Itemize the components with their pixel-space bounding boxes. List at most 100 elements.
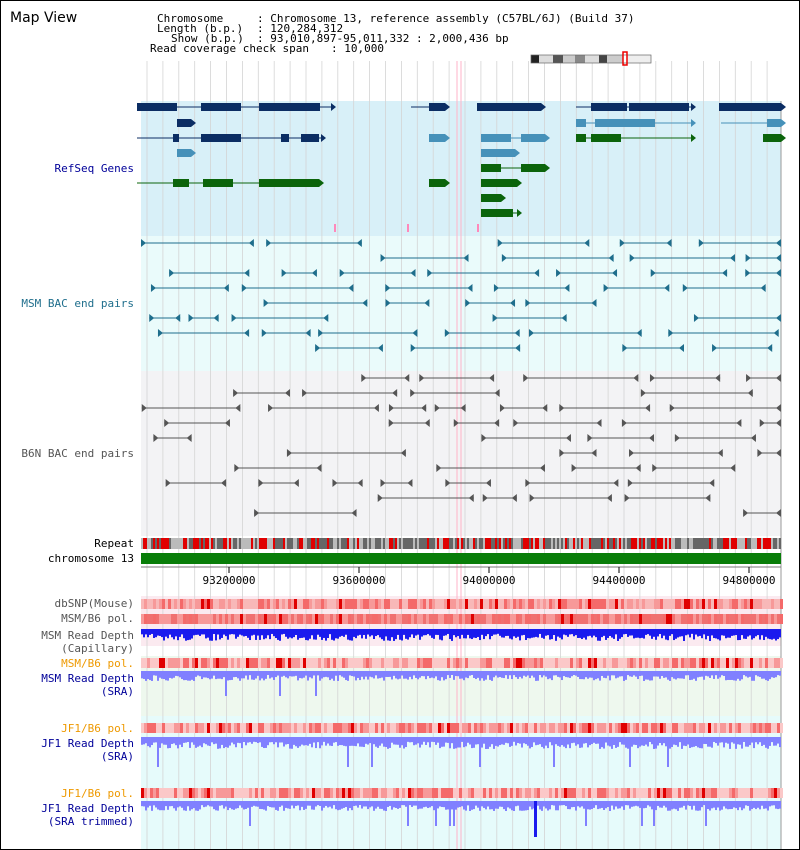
- repeat-element: [197, 538, 199, 549]
- jf1-b6-pol-density-cell: [639, 723, 642, 733]
- msm-b6-pol-density-cell: [756, 658, 759, 668]
- jf1-trimmed-depth-bar: [617, 801, 619, 809]
- jf1-b6-pol-density-cell: [141, 723, 144, 733]
- jf1-b6-pol-density-cell: [255, 723, 258, 733]
- jf1-trimmed-depth-bar: [407, 801, 409, 826]
- b6n-bac-end-marker: [523, 374, 529, 382]
- jf1-trimmed-depth-bar: [399, 801, 401, 808]
- jf1-b6-pol-density-cell: [186, 723, 189, 733]
- repeat-element: [617, 538, 619, 549]
- msm-capillary-depth-bar: [229, 629, 231, 635]
- jf1-b6-pol-density-cell: [450, 723, 453, 733]
- jf1-trimmed-depth-bar: [173, 801, 175, 809]
- dbsnp-density-cell: [468, 599, 471, 609]
- dbsnp-density-cell: [651, 599, 654, 609]
- msm-sra-depth-bar: [645, 671, 647, 680]
- jf1-b6-pol-density-cell: [564, 723, 567, 733]
- msm-capillary-depth-bar: [253, 629, 255, 635]
- dbsnp-density-cell: [372, 599, 375, 609]
- jf1-trimmed-depth-bar: [143, 801, 145, 807]
- jf1-trimmed-depth-bar: [745, 801, 747, 806]
- b6-pol-density-cell: [516, 614, 519, 624]
- msm-b6-pol-density-cell: [444, 658, 447, 668]
- jf1-sra-depth-bar: [701, 737, 703, 749]
- jf1-sra-depth-bar: [431, 737, 433, 742]
- repeat-element: [299, 538, 301, 549]
- msm-sra-depth-bar: [243, 671, 245, 679]
- repeat-element: [275, 538, 277, 549]
- msm-b6-pol-density-cell: [201, 658, 204, 668]
- msm-capillary-depth-bar: [529, 629, 531, 639]
- msm-capillary-depth-bar: [643, 629, 645, 639]
- msm-bac-end-marker: [169, 269, 175, 277]
- msm-sra-depth-bar: [521, 671, 523, 679]
- jf1-sra-depth-bar: [713, 737, 715, 742]
- msm-capillary-depth-bar: [297, 629, 299, 640]
- jf1-sra-depth-bar: [165, 737, 167, 745]
- b6-pol-density-cell: [408, 614, 411, 624]
- msm-bac-end-marker: [339, 269, 345, 277]
- jf1-trimmed-depth-bar: [549, 801, 551, 810]
- dbsnp-density-cell: [360, 599, 363, 609]
- msm-b6-pol-density-cell: [192, 658, 195, 668]
- jf1-b6-pol-density-cell: [213, 723, 216, 733]
- jf1-trimmed-depth-bar: [665, 801, 667, 808]
- repeat-element: [675, 538, 677, 549]
- dbsnp-density-cell: [528, 599, 531, 609]
- repeat-element: [531, 538, 533, 549]
- jf1-sra-depth-bar: [229, 737, 231, 746]
- msm-sra-depth-bar: [777, 671, 779, 676]
- dbsnp-density-cell: [549, 599, 552, 609]
- jf1-b6-pol-density-cell: [156, 723, 159, 733]
- b6-pol-density-cell: [411, 614, 414, 624]
- jf1-b6-pol2-density-cell: [771, 788, 774, 798]
- gene-strand-arrow: [545, 164, 550, 172]
- msm-sra-depth-bar: [425, 671, 427, 680]
- jf1-trimmed-depth-bar: [171, 801, 173, 807]
- repeat-element: [307, 538, 309, 549]
- repeat-element: [169, 538, 171, 549]
- jf1-b6-pol-density-cell: [774, 723, 777, 733]
- jf1-sra-depth-bar: [615, 737, 617, 748]
- jf1-b6-pol-density-cell: [405, 723, 408, 733]
- msm-sra-depth-bar: [699, 671, 701, 677]
- msm-sra-depth-bar: [653, 671, 655, 677]
- jf1-sra-depth-bar: [665, 737, 667, 747]
- b6n-bac-end-marker: [613, 479, 619, 487]
- jf1-sra-depth-bar: [775, 737, 777, 746]
- exon-block: [576, 119, 586, 127]
- jf1-trimmed-depth-bar: [471, 801, 473, 810]
- jf1-sra-depth-bar: [779, 737, 781, 748]
- dbsnp-density-cell: [777, 599, 780, 609]
- jf1-b6-pol-density-cell: [483, 723, 486, 733]
- jf1-trimmed-depth-bar: [431, 801, 433, 807]
- jf1-sra-depth-bar: [319, 737, 321, 749]
- msm-b6-pol-density-cell: [648, 658, 651, 668]
- b6-pol-density-cell: [705, 614, 708, 624]
- jf1-sra-depth-bar: [363, 737, 365, 748]
- msm-b6-pol-density-cell: [237, 658, 240, 668]
- jf1-b6-pol2-density-cell: [465, 788, 468, 798]
- dbsnp-density-cell: [426, 599, 429, 609]
- jf1-b6-pol2-density-cell: [510, 788, 513, 798]
- b6-pol-density-cell: [588, 614, 591, 624]
- jf1-b6-pol-density-cell: [258, 723, 261, 733]
- msm-sra-depth-bar: [357, 671, 359, 678]
- b6n-bac-end-marker: [513, 419, 519, 427]
- msm-b6-pol-density-cell: [693, 658, 696, 668]
- b6-pol-density-cell: [414, 614, 417, 624]
- msm-capillary-depth-bar: [629, 629, 631, 636]
- jf1-sra-depth-bar: [555, 737, 557, 745]
- dbsnp-density-cell: [702, 599, 705, 609]
- msm-sra-depth-bar: [503, 671, 505, 679]
- jf1-sra-depth-bar: [317, 737, 319, 743]
- msm-sra-depth-bar: [157, 671, 159, 681]
- msm-capillary-depth-bar: [261, 629, 263, 636]
- jf1-sra-depth-bar: [223, 737, 225, 749]
- jf1-b6-pol-density-cell: [657, 723, 660, 733]
- msm-b6-pol-density-cell: [324, 658, 327, 668]
- jf1-b6-pol-density-cell: [153, 723, 156, 733]
- jf1-trimmed-depth-bar: [465, 801, 467, 811]
- msm-capillary-depth-bar: [679, 629, 681, 637]
